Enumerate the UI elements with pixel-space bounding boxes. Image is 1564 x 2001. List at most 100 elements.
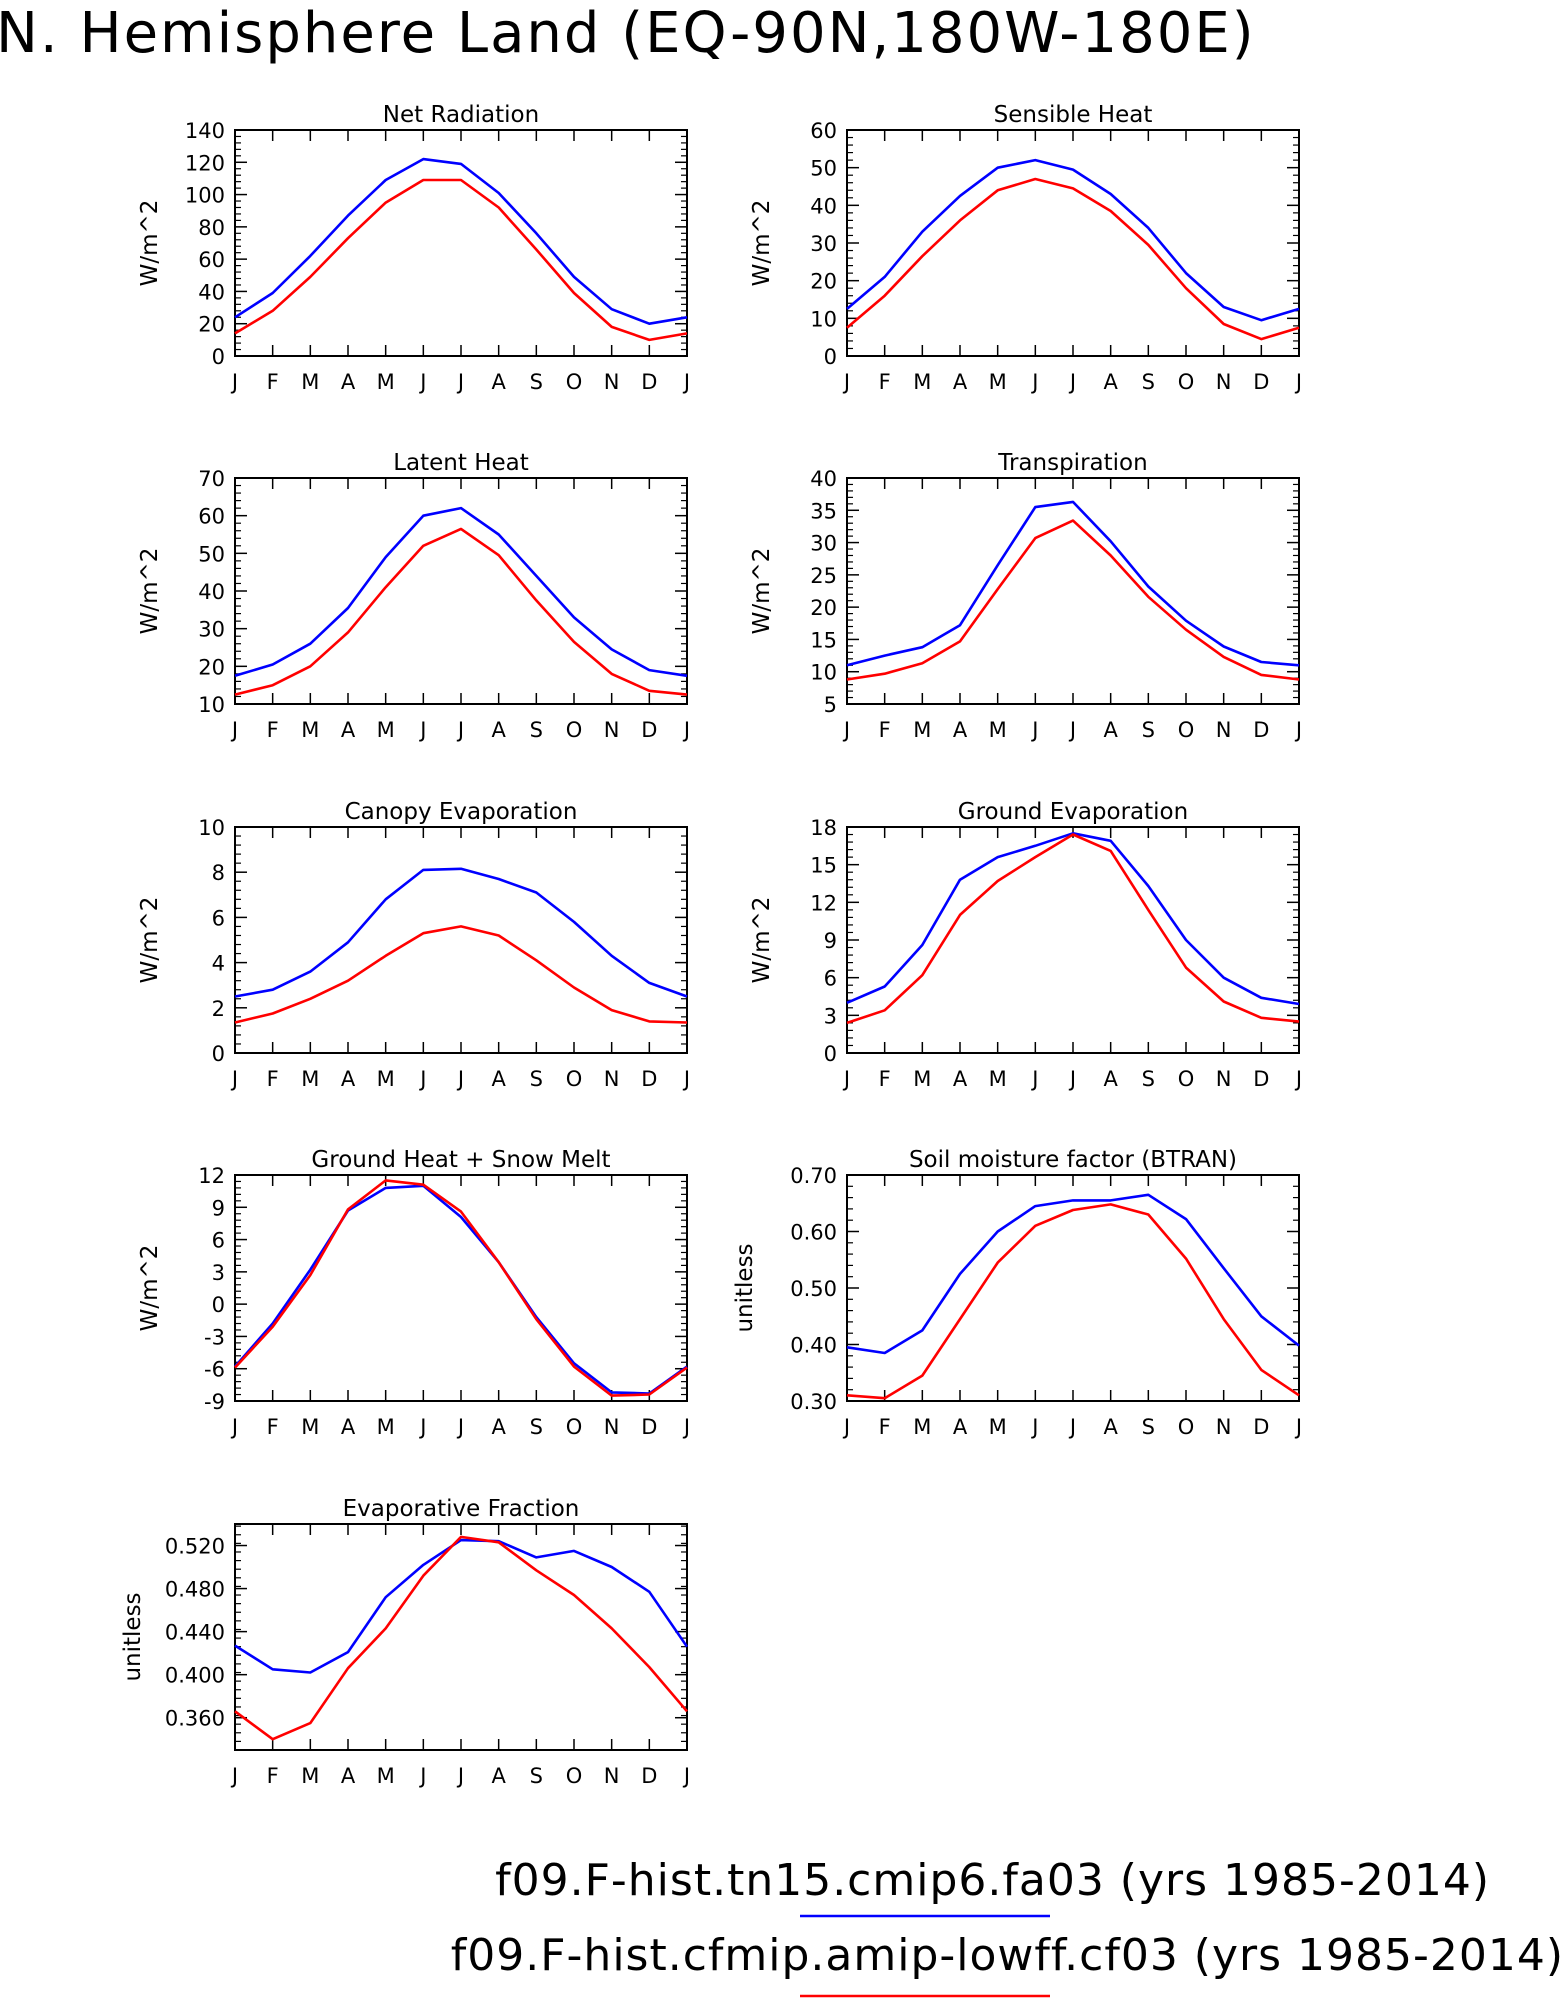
y-axis-label: unitless bbox=[732, 1243, 758, 1332]
series-line-1 bbox=[234, 1538, 689, 1674]
panel-title: Transpiration bbox=[997, 450, 1147, 476]
x-tick-label: J bbox=[456, 1415, 464, 1439]
x-tick-label: J bbox=[1294, 1067, 1302, 1091]
plot-frame bbox=[846, 477, 1300, 705]
x-tick-label: J bbox=[418, 1415, 426, 1439]
y-tick-label: 6 bbox=[212, 1229, 225, 1253]
x-tick-label: O bbox=[1178, 1415, 1195, 1439]
y-tick-label: 60 bbox=[198, 505, 225, 529]
x-tick-label: J bbox=[1294, 370, 1302, 394]
y-tick-label: 120 bbox=[185, 151, 225, 175]
y-tick-label: 9 bbox=[212, 1196, 225, 1220]
y-tick-label: 40 bbox=[198, 280, 225, 304]
x-tick-label: J bbox=[230, 1415, 238, 1439]
y-tick-label: 60 bbox=[810, 119, 837, 143]
y-axis-label: unitless bbox=[120, 1592, 146, 1681]
y-axis-label: W/m^2 bbox=[137, 548, 163, 635]
x-tick-label: M bbox=[377, 1415, 395, 1439]
x-tick-label: A bbox=[1103, 718, 1118, 742]
panel-title: Canopy Evaporation bbox=[345, 799, 578, 825]
y-tick-label: 0 bbox=[824, 1042, 837, 1066]
x-tick-label: D bbox=[641, 1415, 657, 1439]
y-tick-label: 0.60 bbox=[790, 1221, 837, 1245]
x-tick-label: J bbox=[1030, 370, 1038, 394]
x-tick-label: F bbox=[879, 370, 891, 394]
x-tick-label: S bbox=[1142, 718, 1155, 742]
x-tick-label: O bbox=[566, 1067, 583, 1091]
panel-title: Ground Heat + Snow Melt bbox=[311, 1147, 610, 1173]
x-tick-label: J bbox=[1068, 1067, 1076, 1091]
y-tick-label: 0.520 bbox=[165, 1535, 225, 1559]
x-tick-label: S bbox=[530, 718, 543, 742]
x-tick-label: S bbox=[1142, 370, 1155, 394]
x-tick-label: F bbox=[879, 1415, 891, 1439]
y-tick-label: 20 bbox=[810, 270, 837, 294]
y-tick-label: 0.30 bbox=[790, 1390, 837, 1414]
y-tick-label: 0 bbox=[212, 1042, 225, 1066]
x-tick-label: A bbox=[1103, 1415, 1118, 1439]
series-line-1 bbox=[846, 831, 1300, 1006]
x-tick-label: M bbox=[301, 370, 319, 394]
x-tick-label: J bbox=[842, 1067, 850, 1091]
y-axis-label: W/m^2 bbox=[137, 1245, 163, 1332]
x-tick-label: J bbox=[418, 718, 426, 742]
y-tick-label: 0 bbox=[212, 345, 225, 369]
y-tick-label: 0.40 bbox=[790, 1334, 837, 1358]
y-tick-label: 100 bbox=[185, 184, 225, 208]
x-tick-label: J bbox=[1030, 718, 1038, 742]
series-line-2 bbox=[234, 178, 688, 342]
x-tick-label: M bbox=[913, 370, 931, 394]
y-tick-label: 25 bbox=[810, 564, 837, 588]
y-tick-label: 0.360 bbox=[165, 1707, 225, 1731]
x-tick-label: F bbox=[267, 1067, 279, 1091]
chart-panel-8: Soil moisture factor (BTRAN)J F M A M J J A S O N D… bbox=[732, 1147, 1302, 1439]
x-tick-label: S bbox=[530, 1415, 543, 1439]
x-tick-label: M bbox=[989, 1067, 1007, 1091]
x-tick-label: D bbox=[641, 370, 657, 394]
plot-frame bbox=[234, 1174, 688, 1402]
x-tick-label: A bbox=[341, 1415, 356, 1439]
y-tick-label: 15 bbox=[810, 628, 837, 652]
y-tick-label: 2 bbox=[212, 997, 225, 1021]
y-tick-label: 0.400 bbox=[165, 1664, 225, 1688]
x-tick-label: F bbox=[267, 718, 279, 742]
x-tick-label: J bbox=[682, 1764, 690, 1788]
series-line-2 bbox=[234, 527, 688, 696]
y-tick-label: 40 bbox=[810, 467, 837, 491]
y-tick-label: 5 bbox=[824, 693, 837, 717]
series-line-2 bbox=[234, 1535, 688, 1741]
y-tick-label: 0.50 bbox=[790, 1277, 837, 1301]
x-tick-label: J bbox=[842, 1415, 850, 1439]
x-tick-label: M bbox=[989, 718, 1007, 742]
x-tick-label: D bbox=[1253, 1067, 1269, 1091]
plot-frame bbox=[846, 129, 1300, 357]
series-line-2 bbox=[846, 519, 1300, 681]
legend-label-2: f09.F-hist.cfmip.amip-lowff.cf03 (yrs 19… bbox=[451, 1930, 1564, 1981]
x-tick-label: J bbox=[682, 718, 690, 742]
x-tick-label: N bbox=[604, 718, 620, 742]
series-line-1 bbox=[234, 867, 688, 998]
y-tick-label: 10 bbox=[198, 693, 225, 717]
y-tick-label: 10 bbox=[810, 661, 837, 685]
x-tick-label: M bbox=[913, 1415, 931, 1439]
y-tick-label: 50 bbox=[198, 542, 225, 566]
x-tick-label: A bbox=[341, 718, 356, 742]
x-tick-label: A bbox=[341, 1067, 356, 1091]
x-tick-label: A bbox=[491, 1067, 506, 1091]
y-tick-label: 30 bbox=[810, 532, 837, 556]
x-tick-label: O bbox=[1178, 718, 1195, 742]
x-tick-label: J bbox=[1068, 370, 1076, 394]
y-tick-label: -6 bbox=[204, 1358, 225, 1382]
x-tick-label: J bbox=[1068, 718, 1076, 742]
y-tick-label: 0 bbox=[824, 345, 837, 369]
x-tick-label: D bbox=[1253, 718, 1269, 742]
x-tick-label: N bbox=[604, 1415, 620, 1439]
x-tick-label: J bbox=[456, 718, 464, 742]
series-line-1 bbox=[234, 157, 688, 326]
y-axis-label: W/m^2 bbox=[137, 200, 163, 287]
